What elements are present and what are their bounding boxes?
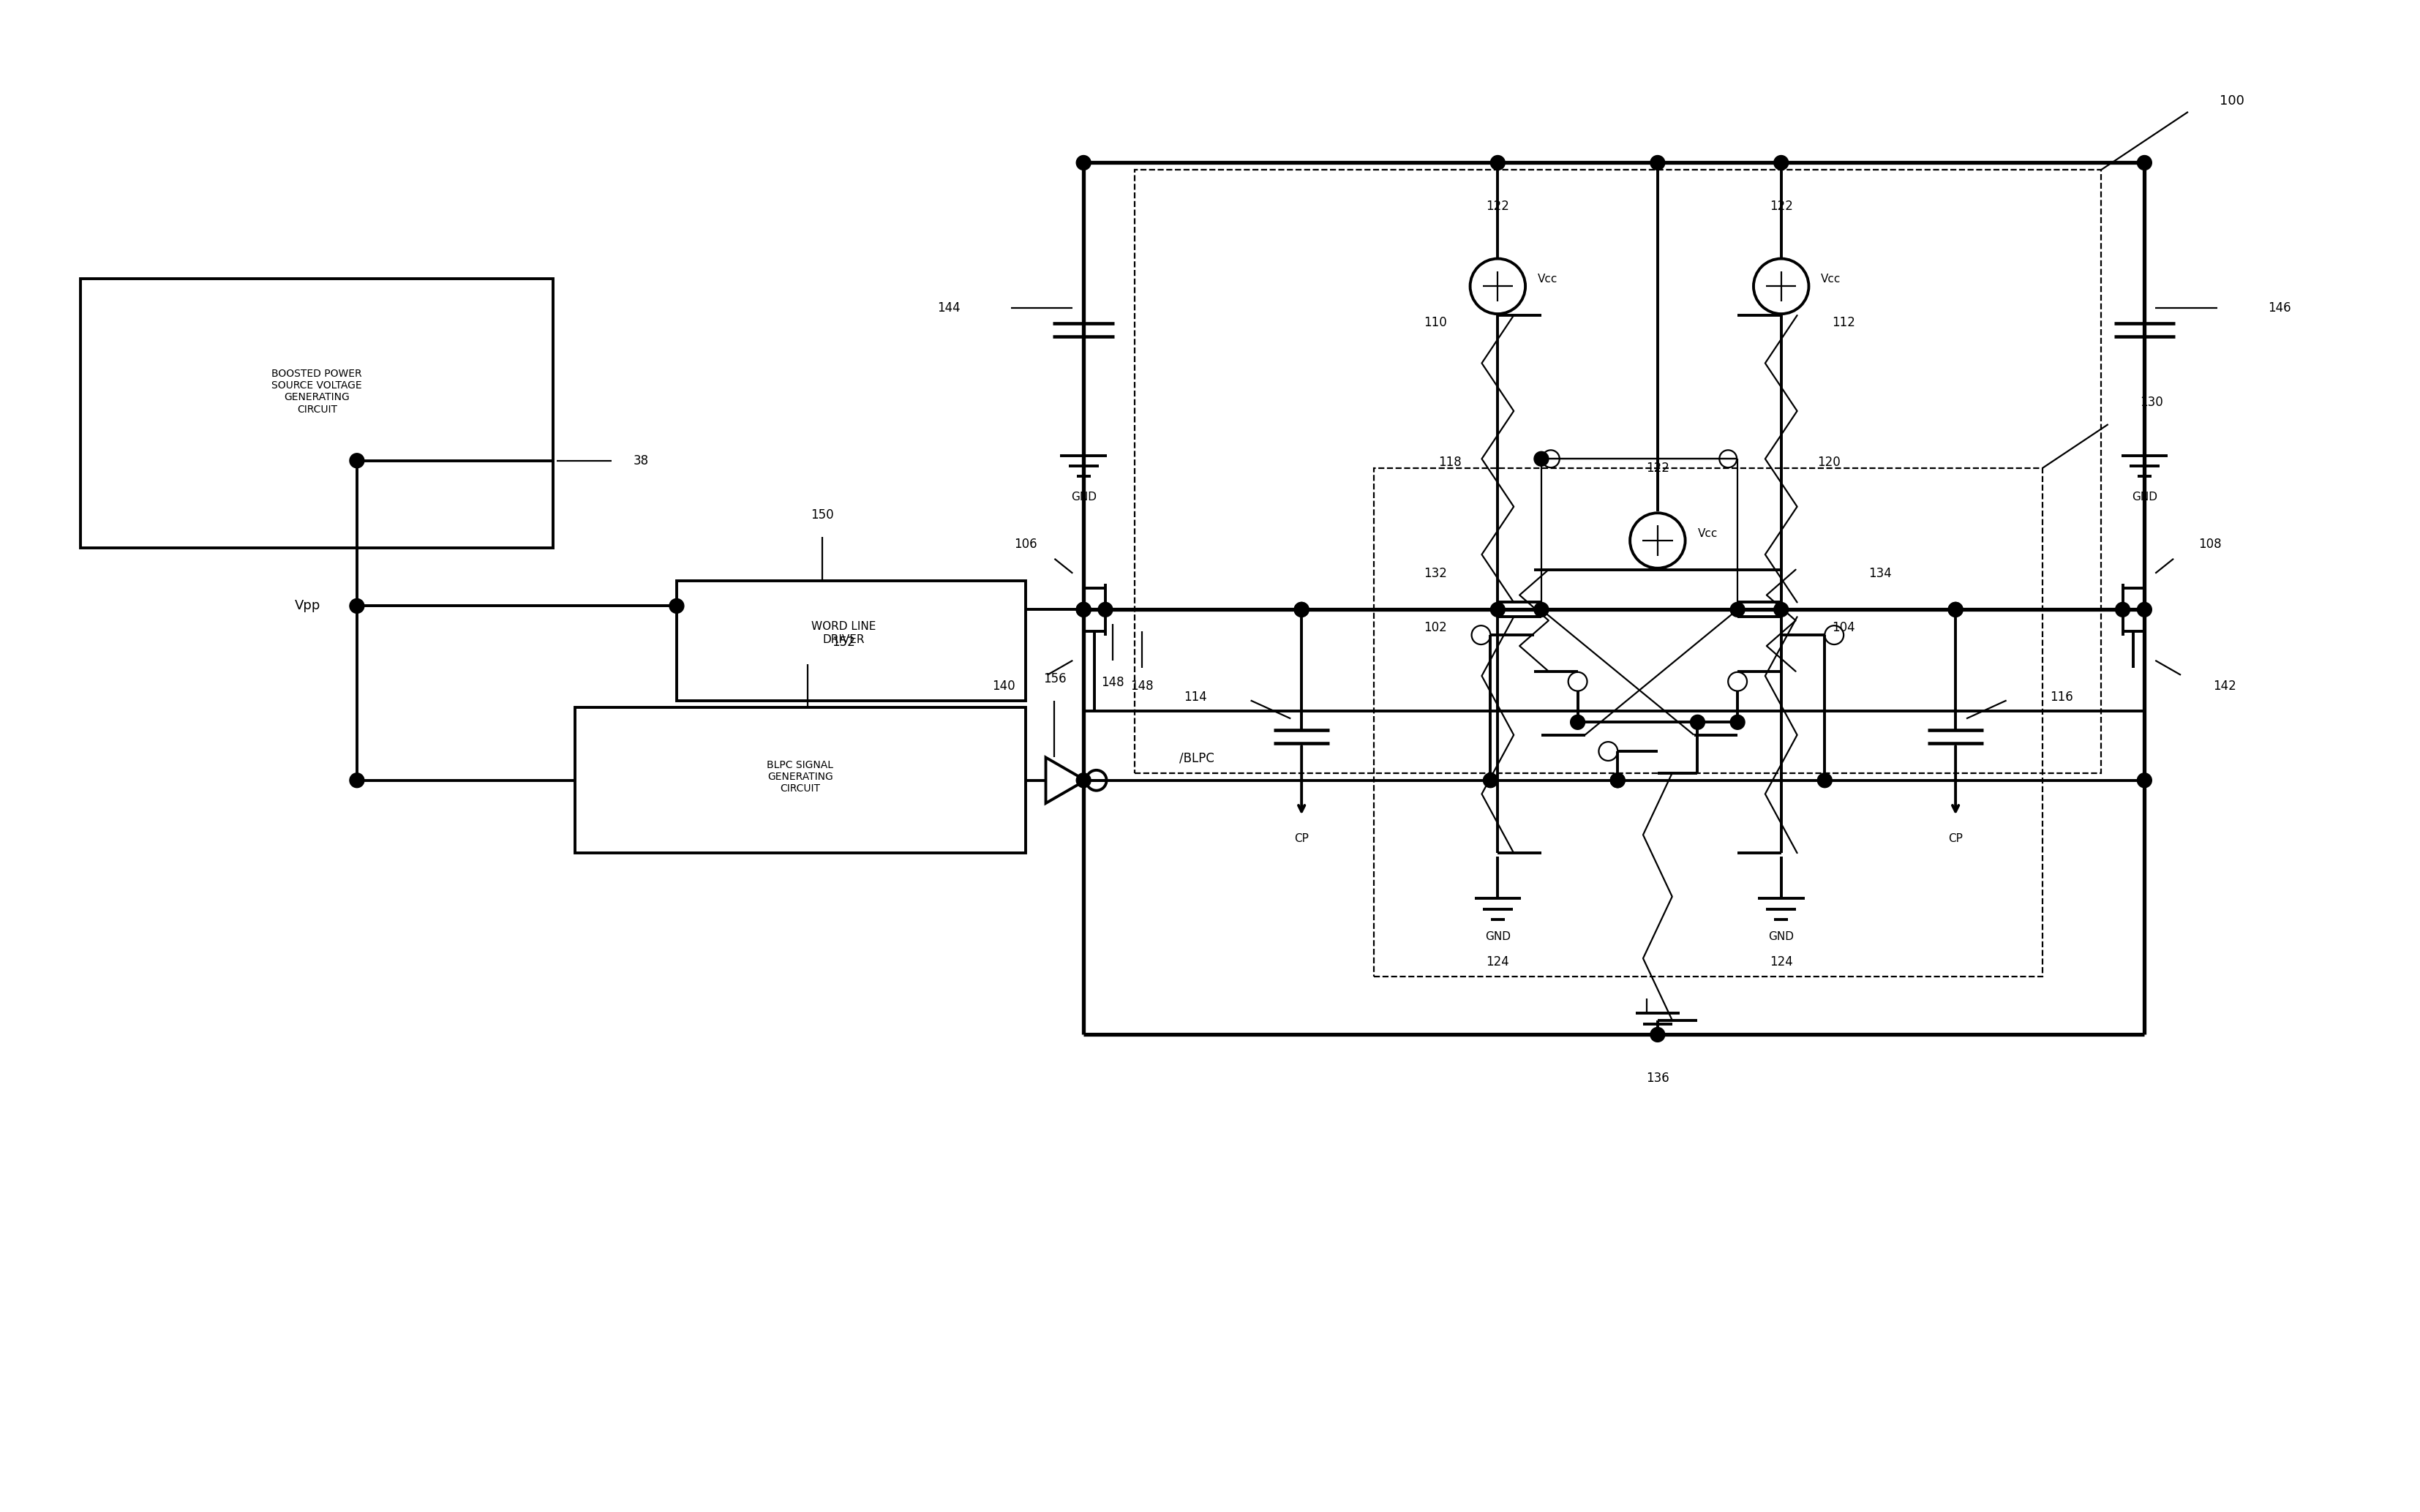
Circle shape [1650, 156, 1665, 169]
Text: 140: 140 [992, 679, 1016, 692]
Circle shape [670, 599, 685, 614]
Text: 144: 144 [937, 301, 961, 314]
Text: GND: GND [2132, 491, 2156, 502]
Circle shape [2115, 602, 2130, 617]
Circle shape [1817, 773, 1832, 788]
Circle shape [348, 454, 363, 467]
Text: 102: 102 [1423, 621, 1447, 635]
Text: Vcc: Vcc [1822, 274, 1842, 284]
Text: 114: 114 [1183, 689, 1208, 703]
Text: /BLPC: /BLPC [1179, 751, 1215, 765]
Circle shape [1650, 1027, 1665, 1042]
Circle shape [2137, 773, 2151, 788]
Circle shape [1774, 156, 1788, 169]
Circle shape [1534, 452, 1549, 466]
Circle shape [1730, 602, 1745, 617]
Text: 38: 38 [634, 454, 649, 467]
Text: 142: 142 [2212, 679, 2236, 692]
Circle shape [1948, 602, 1963, 617]
Text: 108: 108 [2197, 538, 2222, 550]
Circle shape [2137, 156, 2151, 169]
Circle shape [1571, 715, 1585, 729]
Text: 110: 110 [1423, 316, 1447, 330]
Text: BOOSTED POWER
SOURCE VOLTAGE
GENERATING
CIRCUIT: BOOSTED POWER SOURCE VOLTAGE GENERATING … [271, 369, 363, 414]
Circle shape [2137, 602, 2151, 617]
Circle shape [1295, 602, 1309, 617]
Text: 122: 122 [1646, 461, 1670, 475]
Circle shape [1491, 156, 1505, 169]
Text: CP: CP [1948, 833, 1963, 844]
Text: BLPC SIGNAL
GENERATING
CIRCUIT: BLPC SIGNAL GENERATING CIRCUIT [767, 759, 832, 794]
Circle shape [1948, 602, 1963, 617]
Text: 134: 134 [1868, 567, 1892, 579]
Text: Vcc: Vcc [1537, 274, 1558, 284]
Text: 136: 136 [1646, 1072, 1670, 1084]
Circle shape [1099, 602, 1113, 617]
Text: 156: 156 [1043, 671, 1067, 685]
Circle shape [1689, 715, 1704, 729]
Text: 148: 148 [1101, 676, 1125, 689]
Text: 116: 116 [2050, 689, 2074, 703]
Circle shape [1491, 602, 1505, 617]
Text: 148: 148 [1130, 679, 1154, 692]
Text: WORD LINE
DRIVER: WORD LINE DRIVER [811, 621, 876, 646]
Circle shape [1077, 602, 1091, 617]
Text: CP: CP [1295, 833, 1309, 844]
Text: 118: 118 [1437, 457, 1462, 469]
Text: Vcc: Vcc [1696, 528, 1718, 538]
Text: GND: GND [1769, 931, 1793, 942]
Text: 106: 106 [1014, 538, 1038, 550]
Text: 132: 132 [1423, 567, 1447, 579]
Circle shape [1077, 602, 1091, 617]
Circle shape [1774, 602, 1788, 617]
Circle shape [1730, 715, 1745, 729]
Circle shape [1534, 602, 1549, 617]
Text: 150: 150 [811, 508, 832, 522]
Circle shape [1609, 773, 1624, 788]
Text: GND: GND [1070, 491, 1096, 502]
Text: 122: 122 [1486, 200, 1510, 213]
Circle shape [1609, 773, 1624, 788]
Text: Vpp: Vpp [295, 599, 319, 612]
Text: 130: 130 [2139, 396, 2163, 410]
Circle shape [1483, 773, 1498, 788]
Text: 146: 146 [2268, 301, 2292, 314]
Text: 122: 122 [1769, 200, 1793, 213]
Circle shape [1077, 156, 1091, 169]
Text: 104: 104 [1832, 621, 1856, 635]
Text: GND: GND [1486, 931, 1510, 942]
Circle shape [1295, 602, 1309, 617]
Text: 152: 152 [832, 635, 854, 649]
Text: 124: 124 [1486, 956, 1510, 969]
Text: 100: 100 [2219, 94, 2243, 107]
Circle shape [1077, 773, 1091, 788]
Circle shape [348, 599, 363, 614]
Text: 112: 112 [1832, 316, 1856, 330]
Text: 124: 124 [1769, 956, 1793, 969]
Circle shape [348, 773, 363, 788]
Text: 120: 120 [1817, 457, 1842, 469]
